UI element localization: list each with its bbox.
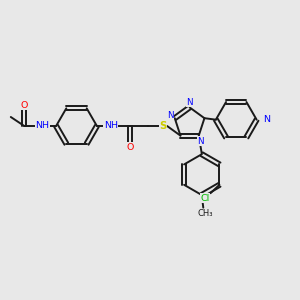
- Text: O: O: [127, 142, 134, 152]
- Text: S: S: [160, 121, 167, 131]
- Text: CH₃: CH₃: [197, 209, 212, 218]
- Text: NH: NH: [104, 121, 118, 130]
- Text: N: N: [197, 136, 203, 146]
- Text: N: N: [262, 115, 270, 124]
- Text: NH: NH: [35, 122, 49, 130]
- Text: O: O: [21, 100, 28, 109]
- Text: Cl: Cl: [201, 194, 210, 203]
- Text: N: N: [186, 98, 193, 107]
- Text: N: N: [167, 111, 173, 120]
